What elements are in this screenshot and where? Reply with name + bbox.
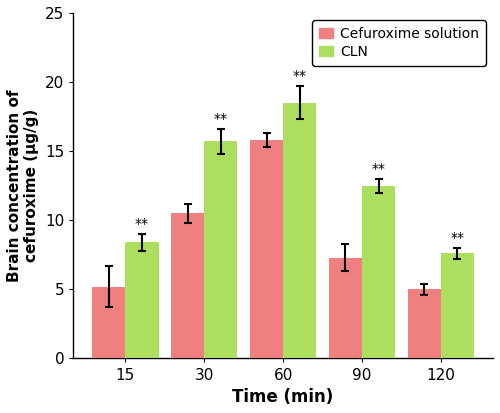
Text: **: ** (292, 69, 306, 83)
Bar (362, 186, 395, 358)
Bar (441, 254, 474, 358)
Bar (408, 290, 441, 358)
Bar (92, 287, 126, 358)
Legend: Cefuroxime solution, CLN: Cefuroxime solution, CLN (312, 20, 486, 66)
Bar (126, 242, 158, 358)
Y-axis label: Brain concentration of
cefuroxime (μg/g): Brain concentration of cefuroxime (μg/g) (7, 90, 40, 282)
Text: **: ** (372, 162, 386, 176)
Bar (171, 214, 204, 358)
Bar (204, 142, 238, 358)
Bar (283, 103, 316, 358)
Text: **: ** (135, 217, 149, 231)
Text: **: ** (214, 112, 228, 126)
Bar (329, 258, 362, 358)
X-axis label: Time (min): Time (min) (232, 388, 334, 406)
Text: **: ** (450, 231, 464, 245)
Bar (250, 140, 283, 358)
